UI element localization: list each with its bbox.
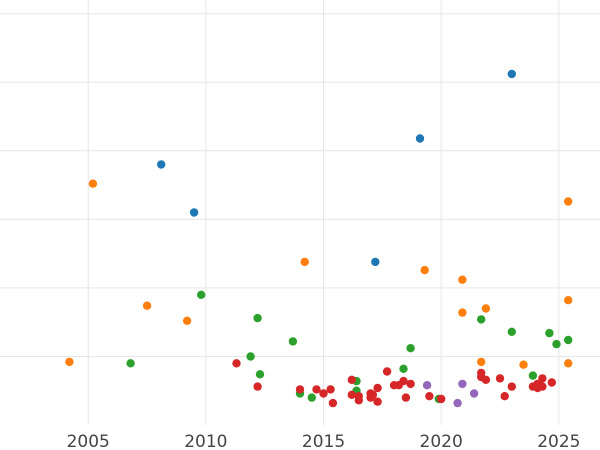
data-point [182,316,192,325]
data-point [507,69,516,79]
data-point [406,344,415,353]
data-point [126,359,135,368]
data-point [495,374,505,383]
data-point [255,370,265,379]
data-point [545,328,554,338]
x-tick-label: 2010 [184,432,227,450]
data-point [507,327,516,336]
data-point [458,379,467,389]
data-point [564,335,573,345]
data-point [295,385,305,394]
data-point [469,389,479,398]
data-point [157,160,166,169]
data-point [519,360,528,369]
data-point [65,357,74,367]
data-point [507,382,516,391]
data-point [528,371,538,380]
data-point [300,257,309,267]
data-point [328,398,338,408]
x-tick-label: 2025 [537,432,580,450]
data-point [347,390,356,399]
data-point [406,379,415,389]
data-point [552,339,561,349]
data-point [437,394,446,404]
data-point [246,352,255,361]
data-point [253,382,262,391]
grid [0,0,600,425]
data-point [477,315,486,324]
data-point [538,374,547,383]
data-point [481,304,491,313]
x-tick-label: 2020 [420,432,463,450]
data-point [547,378,556,387]
data-point [368,390,378,399]
data-point [538,382,547,391]
data-point [253,313,262,323]
data-point [399,376,408,386]
data-point [382,367,392,376]
data-point [142,301,152,310]
data-point [319,389,328,398]
data-point [422,381,432,390]
data-point [458,275,467,284]
data-point [354,392,363,401]
data-point [425,392,434,401]
data-point [373,397,382,406]
data-point [564,197,573,206]
data-point [564,296,573,305]
data-point [232,359,241,368]
data-point [481,375,491,384]
data-points [65,69,573,408]
data-point [373,383,382,393]
data-point [420,265,429,275]
data-point [326,385,335,394]
data-point [197,290,206,299]
data-point [88,179,98,188]
data-point [307,393,316,402]
x-tick-label: 2015 [302,432,345,450]
data-point [415,134,425,143]
data-point [401,393,411,402]
data-point [399,364,408,373]
data-point [288,337,298,346]
data-point [458,308,467,317]
x-axis-tick-labels: 2005 2010 2015 2020 2025 [67,432,581,450]
data-point [453,398,462,408]
data-point [500,392,509,401]
data-point [189,208,199,217]
data-point [312,385,321,394]
data-point [477,357,486,367]
data-point [371,257,380,267]
x-tick-label: 2005 [67,432,110,450]
data-point [347,375,356,384]
data-point [564,359,573,368]
